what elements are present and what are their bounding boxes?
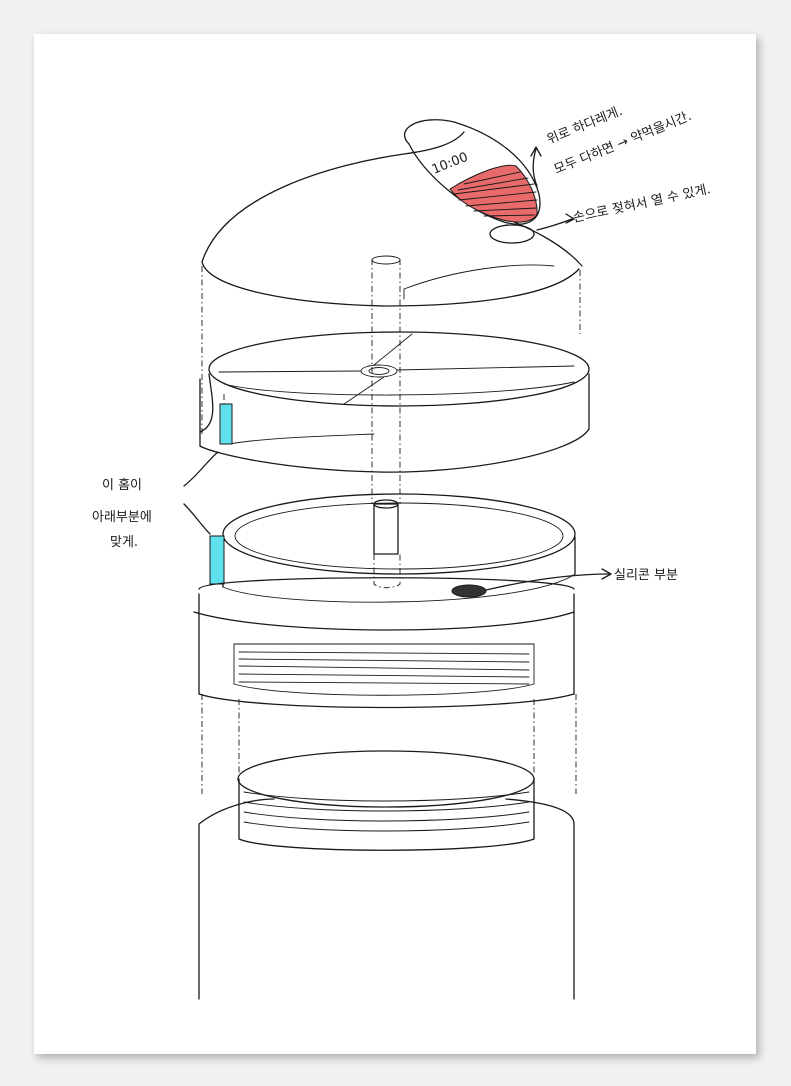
screw-band: [193, 577, 577, 794]
center-shaft: [371, 255, 401, 504]
note-groove-line3: 맞게.: [110, 535, 138, 550]
groove-note: 이 홈이 아래부분에 맞게.: [92, 451, 219, 550]
alarm-progress-fill: [449, 164, 538, 223]
note-groove-line1: 이 홈이: [102, 478, 142, 493]
inner-cup: [222, 493, 612, 603]
note-top-line2: 모두 다하면 → 약먹을시간.: [552, 109, 694, 178]
exploded-bottle-sketch: 10:00 위로 하다레게. 모두 다하면 → 약먹을시간. 손으로 젖혀서 열…: [92, 104, 712, 1000]
divider-tray: [199, 331, 590, 473]
sketch-sheet: 10:00 위로 하다레게. 모두 다하면 → 약먹을시간. 손으로 젖혀서 열…: [34, 34, 756, 1054]
note-groove-line2: 아래부분에: [92, 510, 152, 525]
note-silicone: 실리콘 부분: [614, 568, 678, 583]
silicone-pad: [451, 584, 487, 598]
timer-display: 10:00: [403, 119, 541, 244]
groove-upper: [219, 403, 233, 445]
groove-lower: [209, 535, 225, 585]
top-arrows: [530, 146, 575, 231]
bottle-body: [198, 750, 575, 1000]
display-time-text: 10:00: [430, 150, 470, 178]
note-button: 손으로 젖혀서 열 수 있게.: [572, 182, 712, 226]
